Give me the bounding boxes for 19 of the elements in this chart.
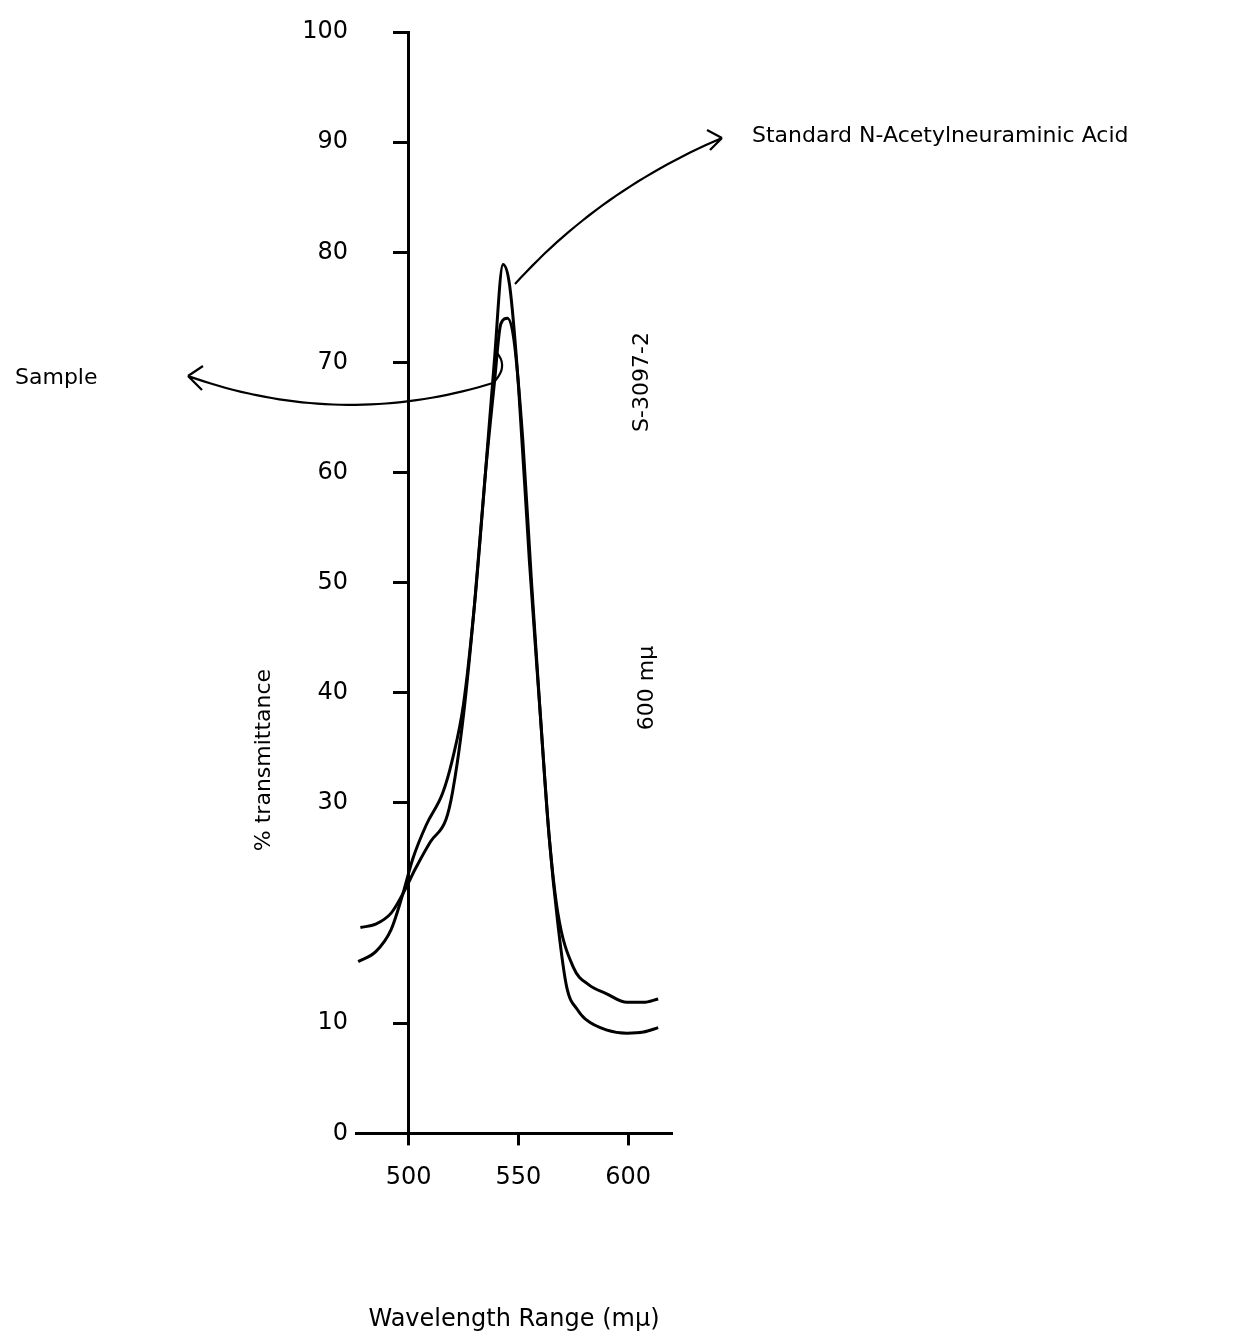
x-tick-label: 550 — [495, 1162, 542, 1191]
x-tick-label: 500 — [385, 1162, 432, 1191]
text: Standard N-Acetylneuraminic Acid — [752, 122, 1129, 147]
y-tick-label: 80 — [317, 236, 348, 265]
y-tick-label: 50 — [317, 566, 348, 595]
y-tick-label: 40 — [317, 677, 348, 706]
x-tick-label: 600 — [605, 1162, 652, 1191]
y-tick-label: 100 — [302, 16, 348, 45]
x-axis-title: Wavelength Range (mμ) — [368, 1303, 660, 1332]
y-tick-label: 0 — [332, 1117, 348, 1146]
annotation: 600 mμ — [632, 645, 658, 731]
y-tick-label: 60 — [317, 456, 348, 485]
y-tick-label: 10 — [317, 1007, 348, 1036]
y-axis-title: % transmittance — [249, 668, 275, 852]
y-tick-label: 90 — [317, 126, 348, 155]
annotation: S-3097-2 — [627, 332, 653, 432]
y-tick-label: 70 — [317, 346, 348, 375]
text: Sample — [15, 364, 98, 389]
y-tick-label: 30 — [317, 787, 348, 816]
